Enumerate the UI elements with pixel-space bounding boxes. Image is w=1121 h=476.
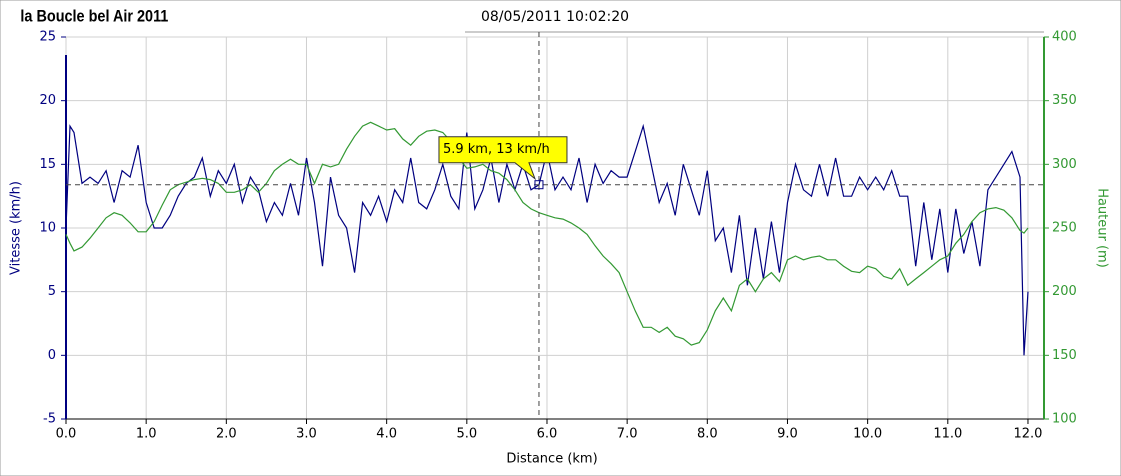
y-axis-label: Vitesse (km/h) — [9, 181, 24, 275]
x-tick-label: 4.0 — [376, 427, 397, 442]
y-tick-label: 15 — [39, 157, 56, 172]
y-tick-label: -5 — [43, 412, 56, 427]
tooltip-box — [438, 136, 568, 181]
y2-tick-label: 250 — [1052, 221, 1077, 236]
x-tick-label: 1.0 — [136, 427, 157, 442]
x-tick-label: 5.0 — [456, 427, 477, 442]
x-tick-label: 2.0 — [216, 427, 237, 442]
x-tick-label: 8.0 — [697, 427, 718, 442]
y-tick-label: 10 — [39, 221, 56, 236]
y2-tick-label: 400 — [1052, 30, 1077, 45]
x-axis-label: Distance (km) — [506, 452, 597, 467]
x-tick-label: 7.0 — [617, 427, 638, 442]
y2-tick-label: 150 — [1052, 348, 1077, 363]
y-tick-label: 0 — [48, 348, 56, 363]
x-tick-label: 6.0 — [537, 427, 558, 442]
y-tick-label: 20 — [39, 93, 56, 108]
y2-tick-label: 100 — [1052, 412, 1077, 427]
crosshair-point — [534, 180, 544, 190]
y-tick-label: 5 — [48, 284, 56, 299]
x-tick-label: 9.0 — [777, 427, 798, 442]
y2-tick-label: 350 — [1052, 93, 1077, 108]
y2-tick-label: 300 — [1052, 157, 1077, 172]
y-tick-label: 25 — [39, 30, 56, 45]
x-tick-label: 3.0 — [296, 427, 317, 442]
chart-title: la Boucle bel Air 2011 — [20, 7, 168, 25]
tooltip-text: 5.9 km, 13 km/h — [443, 142, 550, 157]
x-tick-label: 10.0 — [853, 427, 882, 442]
x-tick-label: 11.0 — [933, 427, 962, 442]
x-tick-label: 0.0 — [56, 427, 77, 442]
series-line — [65, 121, 1029, 346]
x-tick-label: 12.0 — [1013, 427, 1042, 442]
y2-tick-label: 200 — [1052, 284, 1077, 299]
chart-subtitle: 08/05/2011 10:02:20 — [481, 9, 629, 25]
y2-axis-label: Hauteur (m) — [1095, 188, 1110, 268]
